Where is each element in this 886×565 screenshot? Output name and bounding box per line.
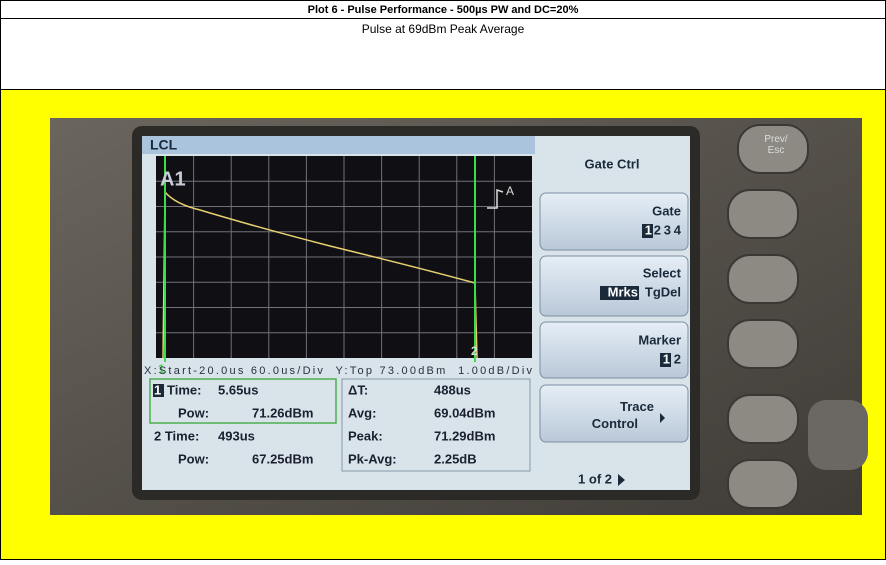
readout-value: 67.25dBm (252, 451, 313, 466)
marker-index: 1 (154, 382, 161, 397)
channel: A1 (160, 168, 186, 190)
readout-value: 5.65us (218, 382, 258, 397)
mode: LCL (150, 137, 178, 153)
arrow (618, 474, 625, 486)
readout-value: 488us (434, 382, 471, 397)
option: Mrks (608, 284, 638, 299)
readout-label: Pk-Avg: (348, 451, 397, 466)
readout-label: 2 Time: (154, 428, 199, 443)
trigger-icon (487, 188, 504, 209)
readout-label: Time: (167, 382, 201, 397)
readout-label: Avg: (348, 405, 376, 420)
screen-header (142, 136, 535, 154)
hardware-key[interactable] (737, 124, 809, 174)
readout-value: 71.29dBm (434, 428, 495, 443)
hardware-key[interactable] (727, 319, 799, 369)
marker1-box (149, 378, 337, 424)
subtitle: Pulse at 69dBm Peak Average (362, 22, 525, 36)
arrow (660, 413, 665, 423)
option: 2 (654, 222, 661, 237)
stats-box (341, 378, 531, 472)
readout-value: 2.25dB (434, 451, 477, 466)
hardware-key[interactable] (727, 189, 799, 239)
softkey-title: Gate Ctrl (585, 156, 640, 171)
hardware-key[interactable] (727, 459, 799, 509)
marker-label: 1 (158, 362, 165, 376)
softkey-label: Marker (638, 332, 681, 347)
page-indicator[interactable]: 1 of 2 (578, 471, 612, 486)
hardware-key[interactable] (727, 394, 799, 444)
axis-info: X:Start-20.0us 60.0us/Div Y:Top 73.00dBm… (144, 365, 533, 377)
option: 2 (674, 351, 681, 366)
option-highlight (600, 286, 639, 300)
trigger: A (506, 184, 514, 198)
index-box (153, 384, 164, 397)
softkey-label: Gate (652, 203, 681, 218)
softkey-label: Select (643, 265, 682, 280)
option: 4 (674, 222, 682, 237)
option: TgDel (645, 284, 681, 299)
softkey[interactable] (539, 384, 689, 443)
readout-value: 71.26dBm (252, 405, 313, 420)
hardware-key[interactable] (727, 254, 799, 304)
option-highlight (660, 353, 671, 367)
readout-label: ΔT: (348, 382, 368, 397)
hw-label: Prev/Esc (764, 134, 788, 156)
option: 3 (664, 222, 671, 237)
option-highlight (642, 224, 653, 238)
marker-label: 2 (471, 344, 478, 358)
title: Plot 6 - Pulse Performance - 500µs PW an… (308, 4, 579, 16)
readout-label: Pow: (178, 405, 209, 420)
option: 1 (663, 351, 670, 366)
readout-label: Peak: (348, 428, 383, 443)
softkey[interactable] (539, 321, 689, 379)
readout-value: 69.04dBm (434, 405, 495, 420)
trace (162, 189, 478, 359)
hardware-key[interactable] (808, 400, 868, 470)
option: 1 (645, 222, 652, 237)
readout-label: Pow: (178, 451, 209, 466)
softkey-label: Trace Control (592, 399, 654, 431)
hw-label: Prev/ (764, 134, 788, 145)
readout-value: 493us (218, 428, 255, 443)
